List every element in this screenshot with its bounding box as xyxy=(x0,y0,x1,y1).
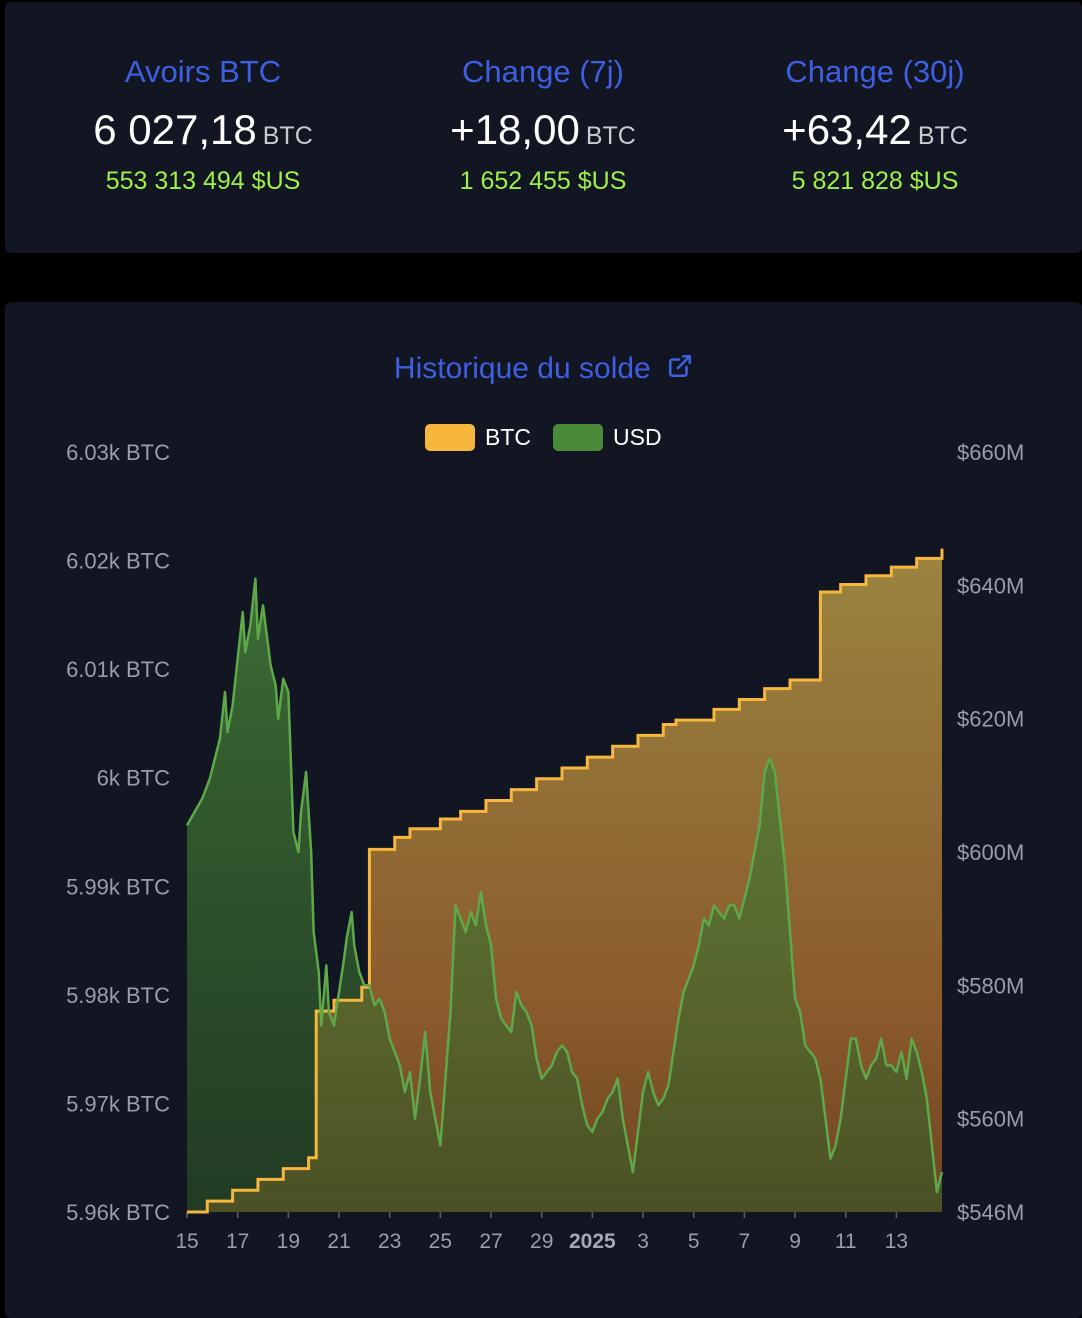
stat-value: 6 027,18 BTC xyxy=(33,106,373,154)
y-left-tick-label: 6k BTC xyxy=(97,766,170,791)
y-right-tick-label: $546M xyxy=(957,1200,1024,1225)
x-tick-label: 15 xyxy=(175,1230,198,1253)
stat-value-number: +63,42 xyxy=(782,106,912,153)
chart-title-text[interactable]: Historique du solde xyxy=(393,352,651,385)
x-tick-label: 23 xyxy=(378,1230,401,1253)
x-tick-label: 9 xyxy=(789,1230,801,1253)
legend-item-usd[interactable]: USD xyxy=(553,422,662,452)
y-left-tick-label: 5.99k BTC xyxy=(66,874,170,899)
chart-title[interactable]: Historique du solde xyxy=(5,352,1082,387)
y-left-tick-label: 6.02k BTC xyxy=(66,549,170,574)
x-tick-label: 7 xyxy=(739,1230,751,1253)
stat-unit: BTC xyxy=(585,122,636,150)
y-axis-left: 6.03k BTC 6.02k BTC 6.01k BTC 6k BTC 5.99k B… xyxy=(66,440,170,1225)
y-right-tick-label: $660M xyxy=(957,440,1024,465)
stat-unit: BTC xyxy=(262,122,313,150)
y-right-tick-label: $560M xyxy=(957,1107,1024,1132)
stat-value-number: 6 027,18 xyxy=(93,106,257,153)
x-tick-label: 29 xyxy=(530,1230,553,1253)
stat-unit: BTC xyxy=(917,122,968,150)
y-axis-right: $660M $640M $620M $600M $580M $560M $546M xyxy=(957,440,1024,1225)
stat-value: +18,00 BTC xyxy=(373,106,713,154)
x-tick-label: 11 xyxy=(835,1230,857,1253)
legend-label-btc: BTC xyxy=(485,423,531,450)
btc-line xyxy=(187,548,944,1214)
usd-line xyxy=(185,577,944,1194)
stat-label: Change (7j) xyxy=(462,54,624,89)
x-axis: 15 17 19 21 23 25 27 29 2025 3 5 7 9 11 13 xyxy=(175,1212,908,1253)
x-tick-label: 2025 xyxy=(569,1230,616,1253)
x-tick-label: 5 xyxy=(688,1230,700,1253)
y-right-tick-label: $620M xyxy=(957,707,1024,732)
y-left-tick-label: 5.96k BTC xyxy=(66,1200,170,1225)
stat-label: Avoirs BTC xyxy=(124,54,282,89)
balance-history-chart[interactable]: 6.03k BTC 6.02k BTC 6.01k BTC 6k BTC 5.99k B… xyxy=(5,302,1082,1318)
stats-card: Avoirs BTC 6 027,18 BTC 553 313 494 $US C… xyxy=(5,2,1082,253)
x-tick-label: 17 xyxy=(226,1230,249,1253)
y-right-tick-label: $580M xyxy=(957,973,1024,998)
x-tick-label: 25 xyxy=(429,1230,452,1253)
y-left-tick-label: 5.98k BTC xyxy=(66,983,170,1008)
series-layer xyxy=(185,548,944,1214)
legend-label-usd: USD xyxy=(613,423,662,450)
y-right-tick-label: $600M xyxy=(957,840,1024,865)
stat-value-number: +18,00 xyxy=(450,106,580,153)
y-left-tick-label: 6.01k BTC xyxy=(66,657,170,682)
stat-usd: 5 821 828 $US xyxy=(791,167,959,195)
y-left-tick-label: 6.03k BTC xyxy=(66,440,170,465)
y-right-tick-label: $640M xyxy=(957,573,1024,598)
usd-area xyxy=(187,578,942,1212)
x-tick-label: 27 xyxy=(479,1230,502,1253)
x-tick-label: 21 xyxy=(327,1230,350,1253)
stat-usd: 1 652 455 $US xyxy=(459,167,627,195)
x-tick-label: 13 xyxy=(885,1230,908,1253)
external-link-icon[interactable] xyxy=(667,353,693,387)
chart-card: Historique du solde BTC USD 6.03k xyxy=(5,302,1082,1318)
y-left-tick-label: 5.97k BTC xyxy=(66,1091,170,1116)
legend-swatch-btc xyxy=(425,423,475,451)
legend-swatch-usd xyxy=(553,423,603,451)
stat-value: +63,42 BTC xyxy=(705,106,1045,154)
stat-usd: 553 313 494 $US xyxy=(105,167,301,195)
legend-item-btc[interactable]: BTC xyxy=(425,422,531,452)
x-tick-label: 3 xyxy=(637,1230,649,1253)
x-tick-label: 19 xyxy=(277,1230,300,1253)
stat-label: Change (30j) xyxy=(785,54,965,89)
